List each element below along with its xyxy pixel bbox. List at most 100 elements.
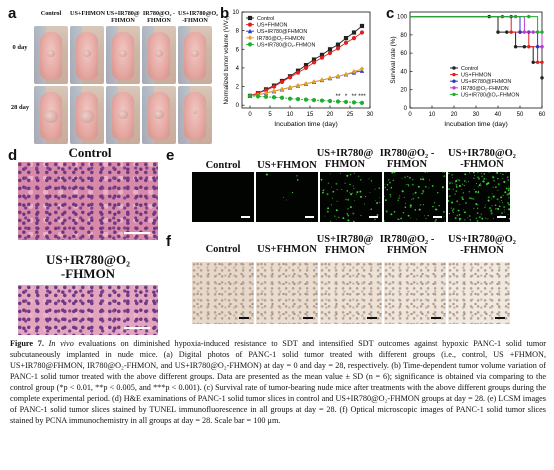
data-point bbox=[311, 79, 317, 85]
scale-bar bbox=[124, 327, 150, 329]
data-point bbox=[535, 60, 540, 64]
fluorescence-dot bbox=[485, 178, 487, 180]
panel-d-title-control: Control bbox=[68, 145, 112, 160]
fluorescence-dot bbox=[508, 197, 510, 199]
fluorescence-dot bbox=[384, 199, 387, 202]
fluorescence-dot bbox=[414, 209, 417, 211]
fluorescence-dot bbox=[506, 176, 509, 178]
fluorescence-dot bbox=[488, 196, 490, 199]
fluorescence-dot bbox=[322, 189, 324, 192]
fluorescence-dot bbox=[352, 192, 354, 194]
x-axis-label: Incubation time (day) bbox=[274, 121, 337, 128]
fluorescence-dot bbox=[468, 181, 470, 183]
plot-frame bbox=[241, 11, 371, 109]
data-point bbox=[327, 75, 333, 81]
panel-a-letter: a bbox=[8, 5, 17, 22]
fluorescence-dot bbox=[330, 173, 331, 175]
fluorescence-dot bbox=[465, 202, 467, 204]
fluorescence-dot bbox=[358, 175, 360, 177]
y-tick-label: 6 bbox=[236, 47, 240, 53]
legend-label: Control bbox=[257, 16, 274, 22]
fluorescence-dot bbox=[364, 196, 366, 198]
fluorescence-dot bbox=[492, 186, 494, 188]
panel-e-col-control: Control bbox=[205, 160, 241, 171]
mouse-photo bbox=[106, 26, 140, 84]
legend-marker bbox=[247, 28, 253, 34]
significance-mark: ** bbox=[335, 93, 341, 100]
fluorescence-dot bbox=[501, 212, 503, 214]
fluorescence-dot bbox=[424, 215, 426, 217]
fluorescence-dot bbox=[507, 189, 510, 192]
fluorescence-dot bbox=[451, 174, 453, 176]
pcna-image bbox=[192, 262, 254, 324]
panel-e-col-us-ir780-fhmon: US+IR780@ FHMON bbox=[316, 148, 374, 171]
data-point bbox=[311, 57, 317, 62]
tunel-image bbox=[320, 172, 382, 222]
y-tick-label: 0 bbox=[404, 106, 408, 112]
data-point bbox=[351, 69, 357, 75]
fluorescence-dot bbox=[416, 218, 418, 220]
data-point bbox=[263, 90, 269, 96]
data-point bbox=[343, 35, 349, 41]
x-tick-label: 0 bbox=[408, 112, 412, 118]
data-point bbox=[527, 14, 531, 19]
caption-in-vivo: In vivo bbox=[48, 339, 74, 348]
fluorescence-dot bbox=[354, 199, 355, 201]
fluorescence-dot bbox=[505, 187, 508, 190]
fluorescence-dot bbox=[464, 173, 467, 176]
fluorescence-dot bbox=[448, 172, 450, 175]
fluorescence-dot bbox=[476, 212, 479, 214]
fluorescence-dot bbox=[386, 184, 389, 186]
fluorescence-dot bbox=[344, 182, 346, 184]
fluorescence-dot bbox=[452, 208, 455, 211]
fluorescence-dot bbox=[340, 172, 341, 174]
x-tick-label: 30 bbox=[473, 112, 480, 118]
fluorescence-dot bbox=[469, 219, 471, 221]
data-point bbox=[505, 30, 509, 34]
survival-rate-chart: 0 10 20 30 40 50 60 0 20 40 60 80 100 Incubation time… bbox=[390, 11, 546, 128]
fluorescence-dots bbox=[265, 173, 299, 201]
data-point bbox=[335, 99, 341, 104]
fluorescence-dot bbox=[435, 219, 437, 221]
pcna-image bbox=[320, 262, 382, 324]
fluorescence-dot bbox=[500, 196, 503, 199]
fluorescence-dot bbox=[462, 209, 464, 211]
fluorescence-dot bbox=[421, 192, 423, 195]
fluorescence-dot bbox=[421, 176, 423, 178]
legend-marker bbox=[247, 42, 253, 47]
fluorescence-dot bbox=[401, 221, 403, 222]
panel-e-col-us-ir780-o2-fhmon: US+IR780@O₂ -FHMON bbox=[448, 148, 516, 171]
fluorescence-dot bbox=[477, 177, 481, 180]
legend-label: Control bbox=[461, 66, 478, 72]
fluorescence-dot bbox=[497, 183, 500, 186]
fluorescence-dot bbox=[503, 209, 505, 211]
fluorescence-dot bbox=[374, 199, 376, 201]
x-tick-label: 10 bbox=[287, 112, 294, 118]
fluorescence-dot bbox=[473, 207, 475, 210]
legend-marker bbox=[247, 35, 253, 41]
fluorescence-dot bbox=[393, 211, 396, 213]
data-point bbox=[540, 45, 544, 49]
fluorescence-dot bbox=[414, 191, 417, 194]
fluorescence-dot bbox=[477, 172, 479, 174]
fluorescence-dot bbox=[467, 217, 469, 219]
fluorescence-dot bbox=[285, 199, 287, 201]
fluorescence-dot bbox=[494, 204, 497, 206]
fluorescence-dot bbox=[428, 179, 430, 181]
y-tick-label: 4 bbox=[236, 66, 240, 72]
fluorescence-dot bbox=[384, 186, 387, 189]
data-point bbox=[496, 30, 500, 34]
data-point bbox=[287, 84, 293, 90]
fluorescence-dot bbox=[444, 220, 446, 222]
data-point bbox=[271, 95, 277, 100]
fluorescence-dot bbox=[359, 190, 362, 193]
fluorescence-dot bbox=[324, 215, 326, 217]
data-point bbox=[295, 83, 301, 89]
fluorescence-dot bbox=[481, 175, 483, 178]
fluorescence-dot bbox=[448, 199, 450, 202]
fluorescence-dot bbox=[477, 191, 480, 194]
fluorescence-dot bbox=[502, 173, 504, 176]
fluorescence-dot bbox=[398, 197, 400, 199]
fluorescence-dot bbox=[329, 220, 332, 222]
fluorescence-dot bbox=[320, 178, 323, 181]
